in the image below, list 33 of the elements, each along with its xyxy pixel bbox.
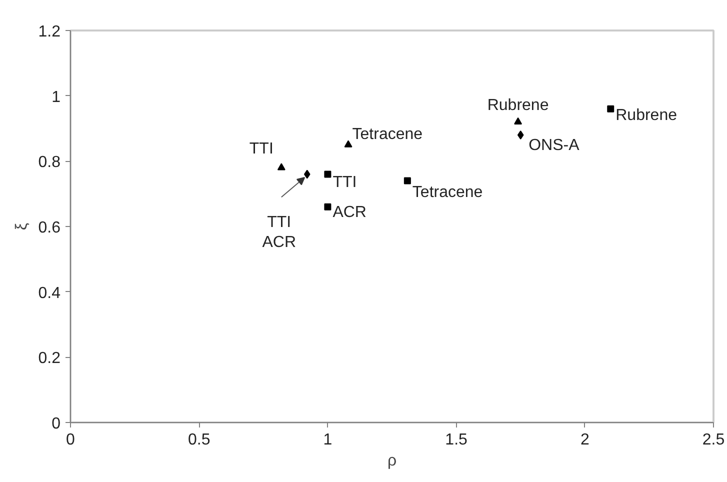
y-tick-label: 1.2: [38, 24, 61, 40]
y-axis-title: ξ: [13, 222, 30, 230]
annotation: TTI: [249, 140, 274, 158]
y-tick-label: 0.8: [38, 154, 61, 172]
point: [277, 163, 286, 170]
x-tick-label: 1.5: [445, 432, 468, 448]
x-tick-label: 0: [66, 432, 76, 448]
point: [404, 177, 411, 184]
point: [324, 170, 332, 178]
y-tick-label: 0: [52, 416, 61, 432]
x-axis-title: ρ: [387, 452, 397, 470]
annotation: Tetracene: [412, 184, 483, 201]
annotation: Rubrene: [487, 96, 549, 114]
point: [344, 140, 352, 148]
x-tick-label: 0.5: [188, 432, 210, 448]
x-tick-label: 2.5: [702, 432, 725, 448]
point: [514, 117, 522, 124]
annotation: Tetracene: [352, 126, 423, 143]
point: [607, 105, 614, 112]
y-tick-label: 0.6: [38, 220, 61, 236]
point: [324, 203, 332, 210]
point: [304, 170, 310, 179]
x-tick-label: 1: [323, 432, 332, 448]
y-tick-label: 0.4: [38, 284, 61, 302]
y-tick-label: 1: [52, 88, 61, 106]
point: [517, 130, 524, 140]
annotation: TTI ACR: [262, 214, 296, 251]
x-tick-label: 2: [580, 432, 590, 448]
annotation: ONS-A: [528, 137, 580, 154]
y-tick-label: 0.2: [38, 350, 61, 368]
annotation: TTI: [332, 174, 357, 192]
annotation: Rubrene: [616, 106, 678, 124]
annotation: ACR: [332, 204, 366, 221]
